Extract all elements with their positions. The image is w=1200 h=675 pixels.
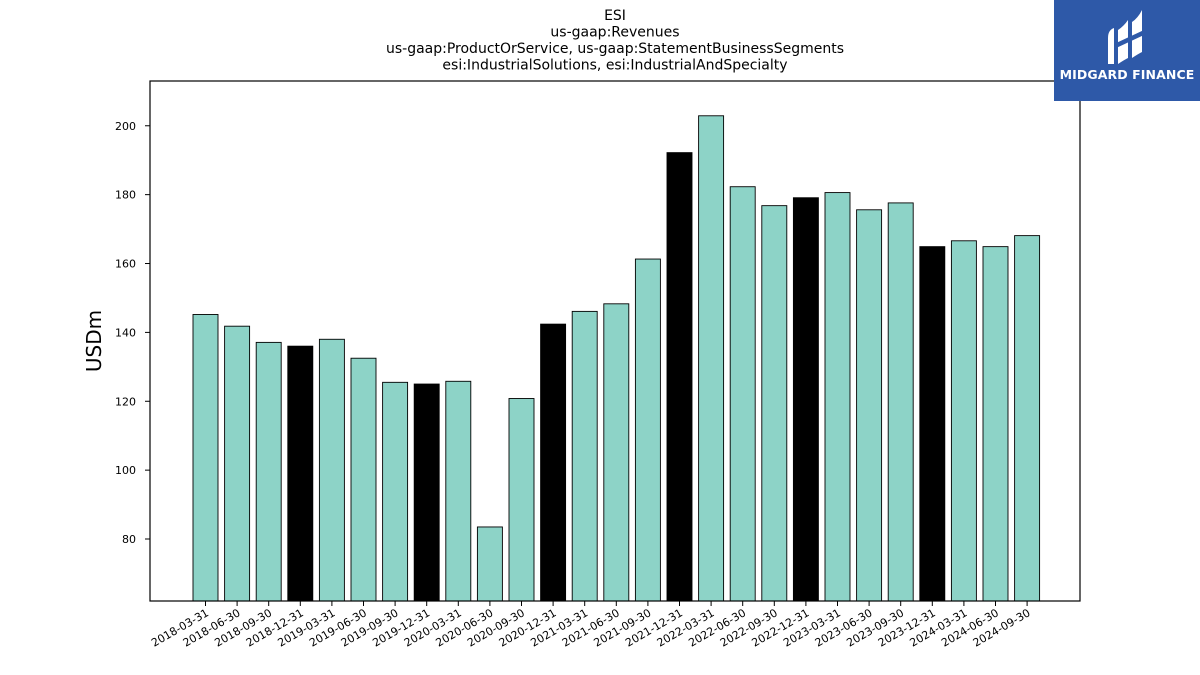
bar-2019-09-30 bbox=[382, 381, 409, 602]
bar-2020-09-30 bbox=[508, 398, 535, 602]
bars-group bbox=[192, 115, 1041, 602]
bar-2024-06-30 bbox=[982, 246, 1009, 602]
chart-title-line: us-gaap:Revenues bbox=[550, 25, 679, 41]
y-axis-ticks: 80 100 120 140 160 180 200 bbox=[115, 120, 150, 546]
y-tick-label: 100 bbox=[115, 464, 136, 477]
bar-2018-03-31 bbox=[192, 314, 219, 602]
bar-2020-12-31 bbox=[540, 323, 567, 602]
x-axis-ticks: 2018-03-312018-06-302018-09-302018-12-31… bbox=[149, 601, 1033, 650]
bar-2021-03-31 bbox=[571, 310, 598, 602]
bar-2018-06-30 bbox=[224, 325, 251, 602]
bar-2019-03-31 bbox=[318, 338, 345, 602]
chart-title-line: ESI bbox=[604, 8, 626, 24]
bar-2023-12-31 bbox=[919, 246, 946, 602]
bar-2024-09-30 bbox=[1014, 235, 1041, 602]
bar-2019-12-31 bbox=[413, 383, 440, 602]
bar-2018-09-30 bbox=[255, 341, 282, 602]
y-tick-label: 80 bbox=[122, 533, 136, 546]
bar-2022-06-30 bbox=[729, 186, 756, 602]
bar-2022-09-30 bbox=[761, 205, 788, 602]
bar-2022-12-31 bbox=[792, 197, 819, 602]
bar-2021-09-30 bbox=[634, 258, 661, 602]
bar-2023-09-30 bbox=[887, 202, 914, 602]
y-tick-label: 120 bbox=[115, 395, 136, 408]
y-axis-label: USDm bbox=[82, 310, 106, 372]
plot-area-frame bbox=[149, 80, 1081, 602]
bar-2022-03-31 bbox=[698, 115, 725, 602]
bar-2019-06-30 bbox=[350, 357, 377, 602]
bar-2023-03-31 bbox=[824, 192, 851, 602]
y-tick-label: 160 bbox=[115, 258, 136, 271]
bar-2018-12-31 bbox=[287, 345, 314, 602]
bar-2020-03-31 bbox=[445, 380, 472, 602]
y-tick-label: 200 bbox=[115, 120, 136, 133]
chart-title: ESIus-gaap:Revenuesus-gaap:ProductOrServ… bbox=[386, 8, 844, 74]
bar-2021-12-31 bbox=[666, 152, 693, 602]
logo-text: MIDGARD FINANCE bbox=[1059, 67, 1195, 82]
logo-mark-icon bbox=[1108, 10, 1144, 64]
bar-2021-06-30 bbox=[603, 303, 630, 602]
brand-logo: MIDGARD FINANCE bbox=[1054, 0, 1200, 101]
bar-2023-06-30 bbox=[856, 209, 883, 602]
y-tick-label: 140 bbox=[115, 326, 136, 339]
chart-title-line: us-gaap:ProductOrService, us-gaap:Statem… bbox=[386, 41, 844, 57]
bar-2024-03-31 bbox=[950, 240, 977, 602]
bar-2020-06-30 bbox=[476, 526, 503, 602]
chart-title-line: esi:IndustrialSolutions, esi:IndustrialA… bbox=[442, 58, 787, 74]
y-tick-label: 180 bbox=[115, 189, 136, 202]
